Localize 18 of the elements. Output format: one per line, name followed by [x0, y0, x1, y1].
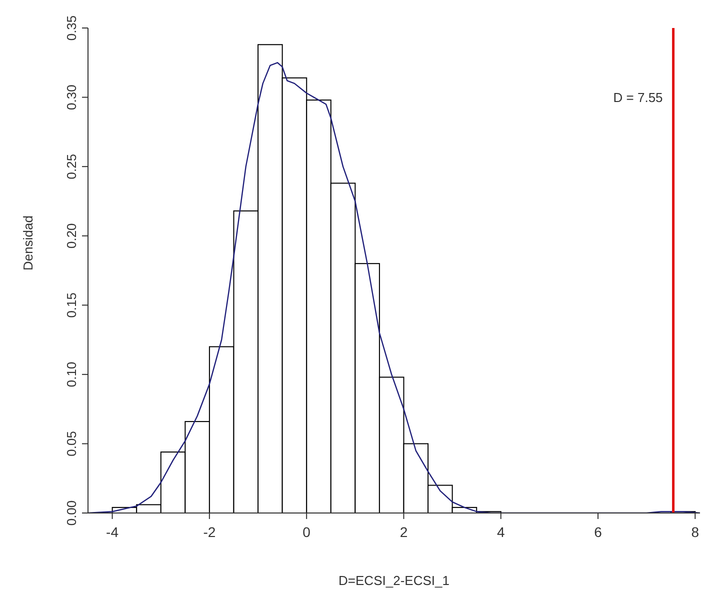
- y-tick-label: 0.05: [64, 431, 79, 456]
- y-tick-label: 0.15: [64, 292, 79, 318]
- x-tick-label: 4: [496, 524, 505, 540]
- x-tick-label: 2: [400, 524, 408, 540]
- y-axis-title: Densidad: [20, 216, 36, 270]
- x-tick-label: 0: [302, 524, 311, 540]
- y-tick-label: 0.35: [64, 15, 79, 41]
- x-tick-label: 8: [691, 524, 700, 540]
- y-tick-label: 0.20: [64, 223, 79, 249]
- ref-line-label: D = 7.55: [613, 90, 663, 106]
- x-axis-title: D=ECSI_2-ECSI_1: [338, 573, 450, 588]
- y-tick-label: 0.25: [64, 154, 79, 180]
- y-tick-label: 0.00: [64, 500, 79, 526]
- y-tick-label: 0.30: [64, 84, 79, 110]
- x-tick-label: -4: [106, 524, 119, 540]
- x-tick-label: 6: [594, 524, 602, 540]
- x-tick-label: -2: [203, 524, 216, 540]
- y-tick-label: 0.10: [64, 362, 79, 388]
